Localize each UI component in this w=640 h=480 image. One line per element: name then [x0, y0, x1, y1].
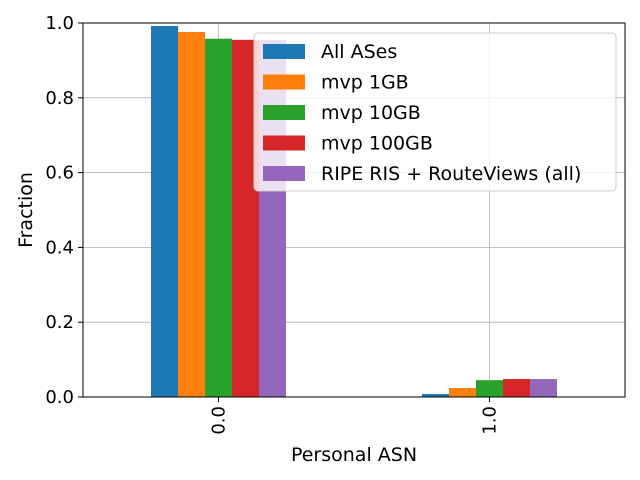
legend-swatch: [263, 166, 305, 181]
x-tick-label: 0.0: [209, 406, 230, 435]
legend-swatch: [263, 135, 305, 151]
legend-label: All ASes: [321, 41, 397, 63]
legend-label: mvp 1GB: [321, 72, 409, 94]
bar: [178, 31, 205, 397]
x-axis-ticks: 0.0 1.0: [209, 397, 501, 435]
legend-swatch: [263, 74, 305, 90]
y-tick-label: 0.0: [45, 387, 74, 408]
legend-label: RIPE RIS + RouteViews (all): [321, 163, 581, 185]
y-tick-label: 0.4: [45, 237, 74, 258]
bar: [205, 38, 232, 397]
y-tick-label: 0.6: [45, 163, 74, 184]
bar: [422, 394, 449, 397]
y-tick-label: 1.0: [45, 13, 74, 34]
x-axis-label: Personal ASN: [291, 444, 417, 466]
legend-label: mvp 100GB: [321, 133, 433, 155]
legend-swatch: [263, 44, 305, 59]
legend: All ASes mvp 1GB mvp 10GB mvp 100GB RIPE RIS…: [253, 32, 617, 192]
legend-label: mvp 10GB: [321, 102, 421, 124]
legend-swatch: [263, 105, 305, 120]
bar: [530, 379, 557, 397]
bar: [503, 379, 530, 397]
bar: [476, 380, 503, 397]
y-tick-label: 0.8: [45, 88, 74, 109]
y-axis-ticks: 0.0 0.2 0.4 0.6 0.8 1.0: [45, 13, 83, 408]
legend-box: [253, 32, 617, 192]
y-axis-label: Fraction: [15, 172, 37, 248]
plot-frame: [82, 22, 626, 398]
y-tick-label: 0.2: [45, 312, 74, 333]
bar: [449, 388, 476, 397]
bar: [151, 25, 178, 397]
x-tick-label: 1.0: [480, 406, 501, 435]
